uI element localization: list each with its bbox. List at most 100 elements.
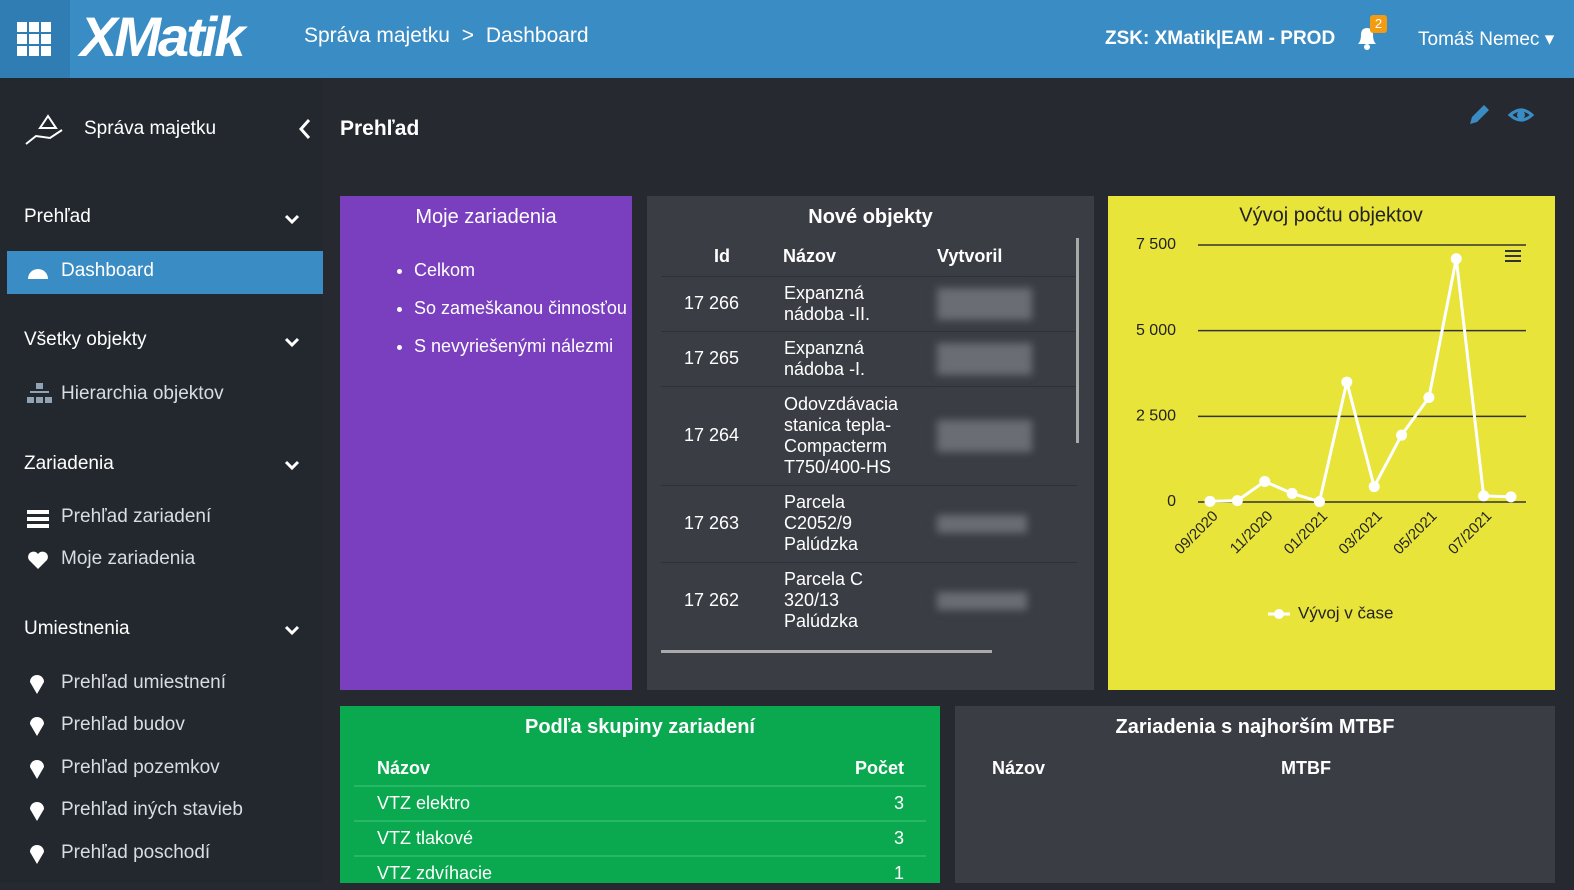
redacted xyxy=(936,275,1077,331)
list-item[interactable]: Celkom xyxy=(414,251,632,289)
module-title: Správa majetku xyxy=(84,118,217,139)
cell: 17 265 xyxy=(661,330,783,386)
cell: 17 262 xyxy=(661,561,783,639)
point xyxy=(1231,495,1243,507)
nav-item[interactable]: Prehľad poschodí xyxy=(61,842,211,863)
widget-title: Moje zariadenia xyxy=(415,206,557,228)
pin-icons xyxy=(30,675,44,864)
row[interactable]: 17 265 Expanzná nádoba -I. xyxy=(661,330,1077,386)
list-item[interactable]: So zameškanou činnosťou xyxy=(414,289,632,327)
nav-item[interactable]: Hierarchia objektov xyxy=(61,383,224,404)
point xyxy=(1286,487,1298,499)
column-header: Vytvoril xyxy=(937,246,1003,267)
section-title[interactable]: Zariadenia xyxy=(24,453,114,474)
environment: ZSK: XMatik|EAM - PROD xyxy=(1105,28,1336,49)
user-menu[interactable]: Tomáš Nemec ▾ xyxy=(1418,29,1555,50)
widget-title: Podľa skupiny zariadení xyxy=(525,716,755,738)
point xyxy=(1313,496,1325,508)
point xyxy=(1505,491,1517,503)
x-tick-label: 11/2020 xyxy=(1227,508,1277,558)
column-header: Počet xyxy=(854,758,904,778)
breadcrumb-item[interactable]: Správa majetku xyxy=(304,24,450,47)
legend-marker xyxy=(1274,609,1284,619)
logo[interactable]: XMatik xyxy=(80,5,245,68)
cell: 1 xyxy=(730,855,926,890)
scrollbar[interactable] xyxy=(1076,238,1079,443)
column-header: MTBF xyxy=(1281,758,1331,778)
section-title[interactable]: Umiestnenia xyxy=(24,618,130,639)
point xyxy=(1450,253,1462,265)
redacted xyxy=(936,561,1077,639)
device-groups-widget: Podľa skupiny zariadení Názov Počet VTZ e… xyxy=(340,706,940,890)
row[interactable]: VTZ zdvíhacie 1 xyxy=(354,855,926,890)
chart: Vývoj počtu objektov 0 2 500 5 000 7 500 09/… xyxy=(1136,204,1526,622)
cell: Expanzná nádoba -II. xyxy=(783,275,936,331)
mtbf-widget: Zariadenia s najhorším MTBF Názov MTBF xyxy=(955,706,1555,883)
nav-item[interactable]: Prehľad umiestnení xyxy=(61,672,227,693)
breadcrumb-separator: > xyxy=(461,24,475,47)
row[interactable]: 17 263 Parcela C2052/9 Palúdzka xyxy=(661,484,1077,562)
cell: 3 xyxy=(730,785,926,821)
cell: VTZ elektro xyxy=(354,785,731,821)
table: Názov Počet VTZ elektro 3 VTZ tlakové 3 VTZ… xyxy=(354,752,926,890)
cell: Parcela C2052/9 Palúdzka xyxy=(783,484,936,562)
cell: Expanzná nádoba -I. xyxy=(783,330,936,386)
point xyxy=(1259,475,1271,487)
column-header: Id xyxy=(714,246,730,267)
widget-title: Zariadenia s najhorším MTBF xyxy=(1115,716,1395,738)
list-item[interactable]: S nevyriešenými nálezmi xyxy=(414,327,632,365)
header-row: Id Názov Vytvoril xyxy=(661,238,1077,276)
point xyxy=(1423,391,1435,403)
x-tick-label: 09/2020 xyxy=(1171,508,1221,558)
collapse-button[interactable] xyxy=(297,118,313,140)
section-title[interactable]: Prehľad xyxy=(24,206,91,227)
toolbar[interactable] xyxy=(1466,102,1538,128)
row[interactable]: 17 264 Odovzdávacia stanica tepla-Compact… xyxy=(661,385,1077,485)
column-header: Názov xyxy=(377,758,431,778)
cell: 3 xyxy=(730,820,926,856)
nav-item[interactable]: Prehľad budov xyxy=(61,714,185,735)
column-header: Názov xyxy=(992,758,1046,778)
scrollbar[interactable] xyxy=(661,650,992,653)
apps-button[interactable] xyxy=(0,0,70,78)
cell: 17 264 xyxy=(661,385,783,485)
header-row: Názov Počet xyxy=(354,752,926,786)
nav-item[interactable]: Dashboard xyxy=(61,260,154,281)
icon xyxy=(28,269,48,279)
x-tick-label: 01/2021 xyxy=(1281,508,1331,558)
point xyxy=(1478,490,1490,502)
module-icon xyxy=(25,114,63,145)
user-name: Tomáš Nemec xyxy=(1418,29,1540,50)
row[interactable]: VTZ tlakové 3 xyxy=(354,820,926,856)
point xyxy=(1396,429,1408,441)
cell: Parcela C 320/13 Palúdzka xyxy=(783,561,936,639)
sidebar: Správa majetku Prehľad Dashboard Všetky … xyxy=(0,78,323,883)
nav-item[interactable]: Prehľad zariadení xyxy=(61,506,212,527)
point xyxy=(1341,376,1353,388)
nav-item[interactable]: Prehľad iných stavieb xyxy=(61,799,243,820)
y-tick-label: 0 xyxy=(1167,493,1176,510)
point xyxy=(1368,481,1380,493)
point xyxy=(1204,495,1216,507)
x-tick-label: 07/2021 xyxy=(1445,508,1495,558)
cell: Odovzdávacia stanica tepla-Compacterm T7… xyxy=(783,385,936,485)
icon xyxy=(27,510,49,528)
new-objects-widget: Nové objekty Id Názov Vytvoril 17 266 Exp… xyxy=(647,196,1094,690)
redacted xyxy=(936,385,1077,485)
legend-label: Vývoj v čase xyxy=(1298,603,1393,622)
chart-menu[interactable] xyxy=(1505,250,1521,262)
section-title[interactable]: Všetky objekty xyxy=(24,329,147,350)
y-tick-label: 5 000 xyxy=(1136,322,1176,339)
x-tick-label: 05/2021 xyxy=(1390,508,1440,558)
nav-item[interactable]: Moje zariadenia xyxy=(61,548,196,569)
table: Id Názov Vytvoril 17 266 Expanzná nádoba … xyxy=(661,238,1077,639)
active-item-bg[interactable] xyxy=(7,251,323,294)
list: Celkom So zameškanou činnosťou S nevyrie… xyxy=(340,251,632,365)
row[interactable]: 17 266 Expanzná nádoba -II. xyxy=(661,275,1077,331)
nav-item[interactable]: Prehľad pozemkov xyxy=(61,757,220,778)
row[interactable]: 17 262 Parcela C 320/13 Palúdzka xyxy=(661,561,1077,639)
row[interactable]: VTZ elektro 3 xyxy=(354,785,926,821)
breadcrumb: Správa majetku > Dashboard xyxy=(304,24,589,48)
redacted xyxy=(936,330,1077,386)
